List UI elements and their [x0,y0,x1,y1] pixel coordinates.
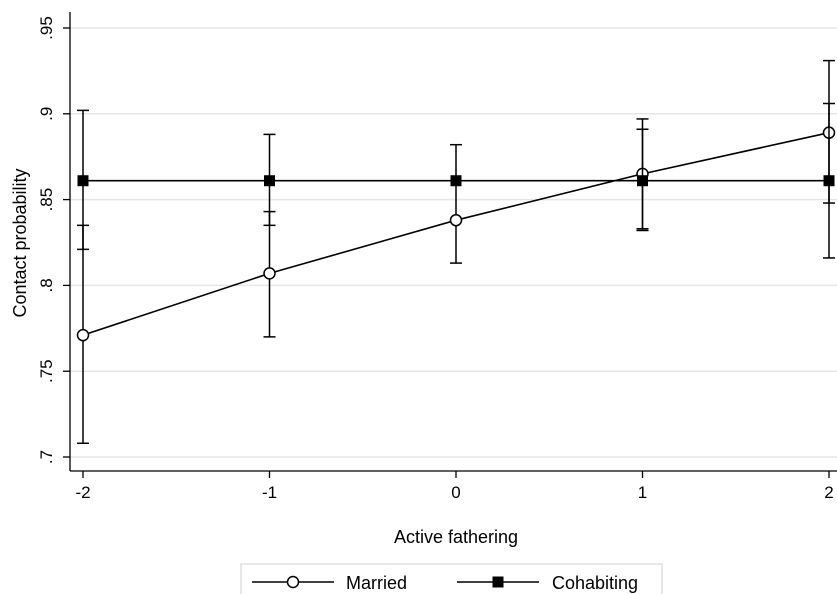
cohabiting-point [823,175,835,187]
y-tick-label-5: .95 [37,16,56,40]
y-axis-title: Contact probability [10,168,30,317]
legend: Married Cohabiting [240,563,663,594]
y-tick-label-4: .9 [37,107,56,121]
cohabiting-point [450,175,462,187]
married-point [449,213,463,227]
legend-married-label: Married [346,573,407,593]
cohabiting-point [264,175,275,187]
legend-box [240,563,663,594]
legend-married-marker [286,575,300,589]
cohabiting-point [637,175,648,187]
x-tick-label-1: -1 [262,483,277,502]
married-point [263,267,276,280]
gridlines [70,27,837,458]
x-tick-label-3: 1 [638,483,647,502]
series-layer [76,59,836,445]
series-cohabiting [77,102,835,259]
x-tick-label-0: -2 [75,483,90,502]
x-tick-label-2: 0 [451,483,460,502]
y-tick-label-0: .7 [37,450,56,464]
legend-cohabiting-marker [492,576,504,588]
legend-cohabiting-label: Cohabiting [552,573,638,593]
married-error-bar [450,143,462,264]
series-married [76,59,836,445]
axes [63,12,837,478]
cohabiting-point [77,175,89,187]
married-point [76,328,90,342]
x-tick-label-4: 2 [824,483,833,502]
x-axis-title: Active fathering [394,527,518,547]
tick-labels: .7 .75 .8 .85 .9 .95 -2 -1 0 1 2 [37,16,834,502]
y-tick-label-1: .75 [37,359,56,383]
y-tick-label-3: .85 [37,188,56,212]
y-tick-label-2: .8 [37,278,56,292]
